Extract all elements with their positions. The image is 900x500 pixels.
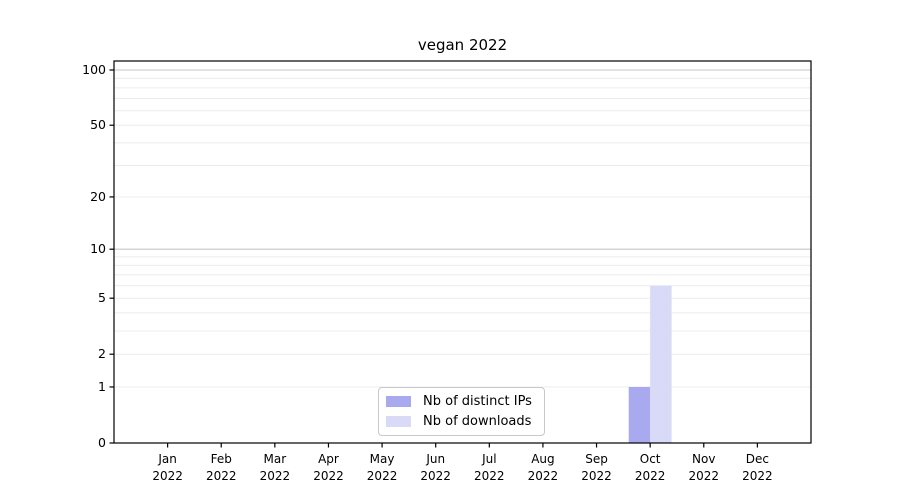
bar-oct-s0 <box>628 386 651 443</box>
x-tick-month: Jan <box>157 452 177 466</box>
x-tick-month: Oct <box>640 452 661 466</box>
x-tick-month: Jul <box>481 452 496 466</box>
x-tick-year: 2022 <box>688 469 719 483</box>
y-tick-label: 0 <box>98 435 106 450</box>
legend-item: Nb of distinct IPs <box>386 392 536 412</box>
y-tick-label: 50 <box>90 117 106 132</box>
legend-swatch-distinct-ips <box>386 396 411 408</box>
x-tick-year: 2022 <box>635 469 666 483</box>
x-tick-year: 2022 <box>581 469 612 483</box>
x-axis: Jan 2022 Feb 2022 Mar 2022 Apr 2022 May 2022 Jun 20… <box>152 443 773 483</box>
x-tick-month: Jun <box>425 452 445 466</box>
y-tick-label: 5 <box>98 290 106 305</box>
y-tick-label: 100 <box>82 62 106 77</box>
y-tick-label: 1 <box>98 379 106 394</box>
x-tick-month: Sep <box>585 452 608 466</box>
y-tick-label: 20 <box>90 189 106 204</box>
x-tick-year: 2022 <box>528 469 559 483</box>
y-tick-label: 10 <box>90 241 106 256</box>
x-tick-year: 2022 <box>206 469 237 483</box>
chart-title: vegan 2022 <box>417 36 508 54</box>
legend-label-downloads: Nb of downloads <box>423 413 532 429</box>
legend-item: Nb of downloads <box>386 412 536 432</box>
legend: Nb of distinct IPs Nb of downloads <box>378 387 545 436</box>
x-tick-month: Dec <box>746 452 769 466</box>
x-tick-year: 2022 <box>313 469 344 483</box>
x-tick-month: Feb <box>211 452 232 466</box>
bar-oct-s1 <box>650 285 672 443</box>
bars <box>628 285 672 443</box>
x-tick-year: 2022 <box>474 469 505 483</box>
x-tick-year: 2022 <box>260 469 291 483</box>
x-tick-year: 2022 <box>152 469 183 483</box>
x-tick-year: 2022 <box>742 469 773 483</box>
x-tick-month: May <box>370 452 395 466</box>
y-tick-label: 2 <box>98 346 106 361</box>
y-axis: 0 1 2 5 10 20 50 100 <box>82 62 114 450</box>
x-tick-month: Mar <box>264 452 287 466</box>
plot-frame <box>113 60 812 444</box>
legend-swatch-downloads <box>386 415 411 427</box>
x-tick-month: Apr <box>318 452 339 466</box>
x-tick-year: 2022 <box>420 469 451 483</box>
x-tick-month: Nov <box>692 452 715 466</box>
gridlines <box>114 69 811 388</box>
x-tick-year: 2022 <box>367 469 398 483</box>
legend-label-distinct-ips: Nb of distinct IPs <box>423 394 532 410</box>
x-tick-month: Aug <box>531 452 554 466</box>
